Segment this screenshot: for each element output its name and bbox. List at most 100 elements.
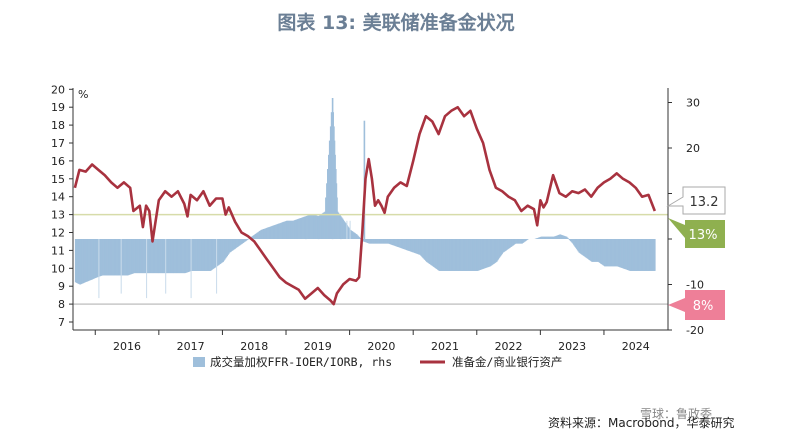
bar-mark bbox=[432, 239, 434, 267]
bar-mark bbox=[383, 239, 386, 244]
axes-group: %78910111213141516171819203020100-10-202… bbox=[51, 83, 704, 353]
bar-mark bbox=[503, 239, 506, 252]
right-tick-label: 30 bbox=[686, 97, 700, 110]
left-tick-label: 13 bbox=[51, 209, 65, 222]
bar-mark bbox=[566, 237, 569, 239]
reserves-line bbox=[73, 105, 657, 306]
bar-mark bbox=[358, 237, 360, 239]
bar-mark bbox=[576, 239, 578, 250]
bar-mark bbox=[296, 219, 298, 239]
left-tick-label: 20 bbox=[51, 83, 65, 96]
bar-mark bbox=[120, 239, 122, 294]
bar-mark bbox=[375, 239, 378, 244]
left-tick-label: 15 bbox=[51, 173, 65, 186]
bar-mark bbox=[269, 226, 271, 239]
bar-mark bbox=[346, 220, 348, 239]
left-tick-label: 9 bbox=[58, 280, 65, 293]
bar-mark bbox=[558, 234, 561, 239]
bar-mark bbox=[327, 169, 329, 239]
x-tick-label: 2023 bbox=[558, 340, 586, 353]
bar-mark bbox=[514, 239, 516, 245]
bar-mark bbox=[539, 237, 542, 239]
bar-mark bbox=[282, 221, 285, 239]
bar-mark bbox=[611, 239, 613, 267]
bar-mark bbox=[557, 235, 559, 239]
bar-mark bbox=[522, 239, 524, 243]
bar-mark bbox=[451, 239, 453, 271]
bar-mark bbox=[545, 236, 547, 239]
line-series-group bbox=[73, 105, 657, 306]
callout-8pct bbox=[668, 290, 725, 320]
bar-mark bbox=[286, 220, 289, 239]
bar-series-group bbox=[74, 98, 656, 299]
bar-mark bbox=[98, 239, 100, 299]
bar-mark bbox=[632, 239, 635, 271]
bar-mark bbox=[472, 239, 475, 271]
bar-mark bbox=[499, 239, 502, 257]
bar-mark bbox=[356, 235, 359, 239]
bar-mark bbox=[437, 239, 440, 271]
bar-mark bbox=[348, 228, 351, 239]
bar-mark bbox=[263, 228, 266, 239]
bar-mark bbox=[463, 239, 465, 271]
left-tick-label: 17 bbox=[51, 137, 65, 150]
left-tick-label: 12 bbox=[51, 227, 65, 240]
bar-mark bbox=[165, 239, 167, 294]
bar-mark bbox=[526, 239, 528, 241]
right-tick-label: 20 bbox=[686, 142, 700, 155]
bar-mark bbox=[339, 215, 341, 239]
x-tick-label: 2024 bbox=[622, 340, 650, 353]
x-tick-label: 2021 bbox=[431, 340, 459, 353]
bar-mark bbox=[146, 239, 148, 299]
bar-mark bbox=[328, 140, 331, 239]
bar-mark bbox=[401, 239, 403, 249]
left-tick-label: 16 bbox=[51, 155, 65, 168]
bar-mark bbox=[420, 239, 422, 256]
bar-mark bbox=[277, 223, 279, 239]
bar-mark bbox=[406, 239, 409, 251]
bar-mark bbox=[300, 218, 302, 239]
bar-mark bbox=[123, 239, 125, 276]
bar-mark bbox=[482, 239, 484, 269]
bar-mark bbox=[247, 239, 249, 240]
bar-mark bbox=[414, 239, 417, 254]
bar-mark bbox=[486, 239, 488, 268]
bar-mark bbox=[115, 239, 117, 276]
bar-mark bbox=[290, 220, 293, 239]
bar-mark bbox=[273, 225, 275, 239]
bar-mark bbox=[325, 197, 327, 239]
bar-mark bbox=[317, 216, 320, 240]
bar-mark bbox=[109, 239, 112, 276]
bar-mark bbox=[424, 239, 426, 260]
bar-mark bbox=[119, 239, 121, 276]
bar-mark bbox=[651, 239, 654, 271]
left-tick-label: 10 bbox=[51, 262, 65, 275]
bar-mark bbox=[326, 183, 328, 239]
bar-mark bbox=[654, 239, 656, 271]
bar-mark bbox=[329, 126, 332, 239]
x-tick-label: 2022 bbox=[495, 340, 523, 353]
callout-8pct-label: 8% bbox=[693, 299, 714, 314]
bar-mark bbox=[518, 239, 520, 244]
bar-mark bbox=[352, 232, 355, 239]
bar-mark bbox=[562, 235, 565, 239]
bar-mark bbox=[490, 239, 492, 266]
bar-mark bbox=[567, 238, 569, 239]
bar-mark bbox=[105, 239, 108, 276]
left-tick-label: 11 bbox=[51, 244, 65, 257]
bar-mark bbox=[366, 239, 368, 243]
callouts-group: 13.2 13% 8% bbox=[666, 186, 726, 320]
bar-mark bbox=[328, 154, 330, 239]
bar-mark bbox=[259, 230, 262, 239]
bar-mark bbox=[589, 239, 592, 261]
bar-mark bbox=[468, 239, 471, 271]
bar-mark bbox=[387, 239, 390, 244]
right-tick-label: -20 bbox=[686, 324, 704, 337]
left-tick-label: 19 bbox=[51, 101, 65, 114]
bar-mark bbox=[190, 239, 192, 299]
bar-mark bbox=[304, 216, 306, 239]
bar-mark bbox=[646, 239, 648, 271]
bar-mark bbox=[624, 239, 627, 270]
bar-mark bbox=[455, 239, 457, 271]
